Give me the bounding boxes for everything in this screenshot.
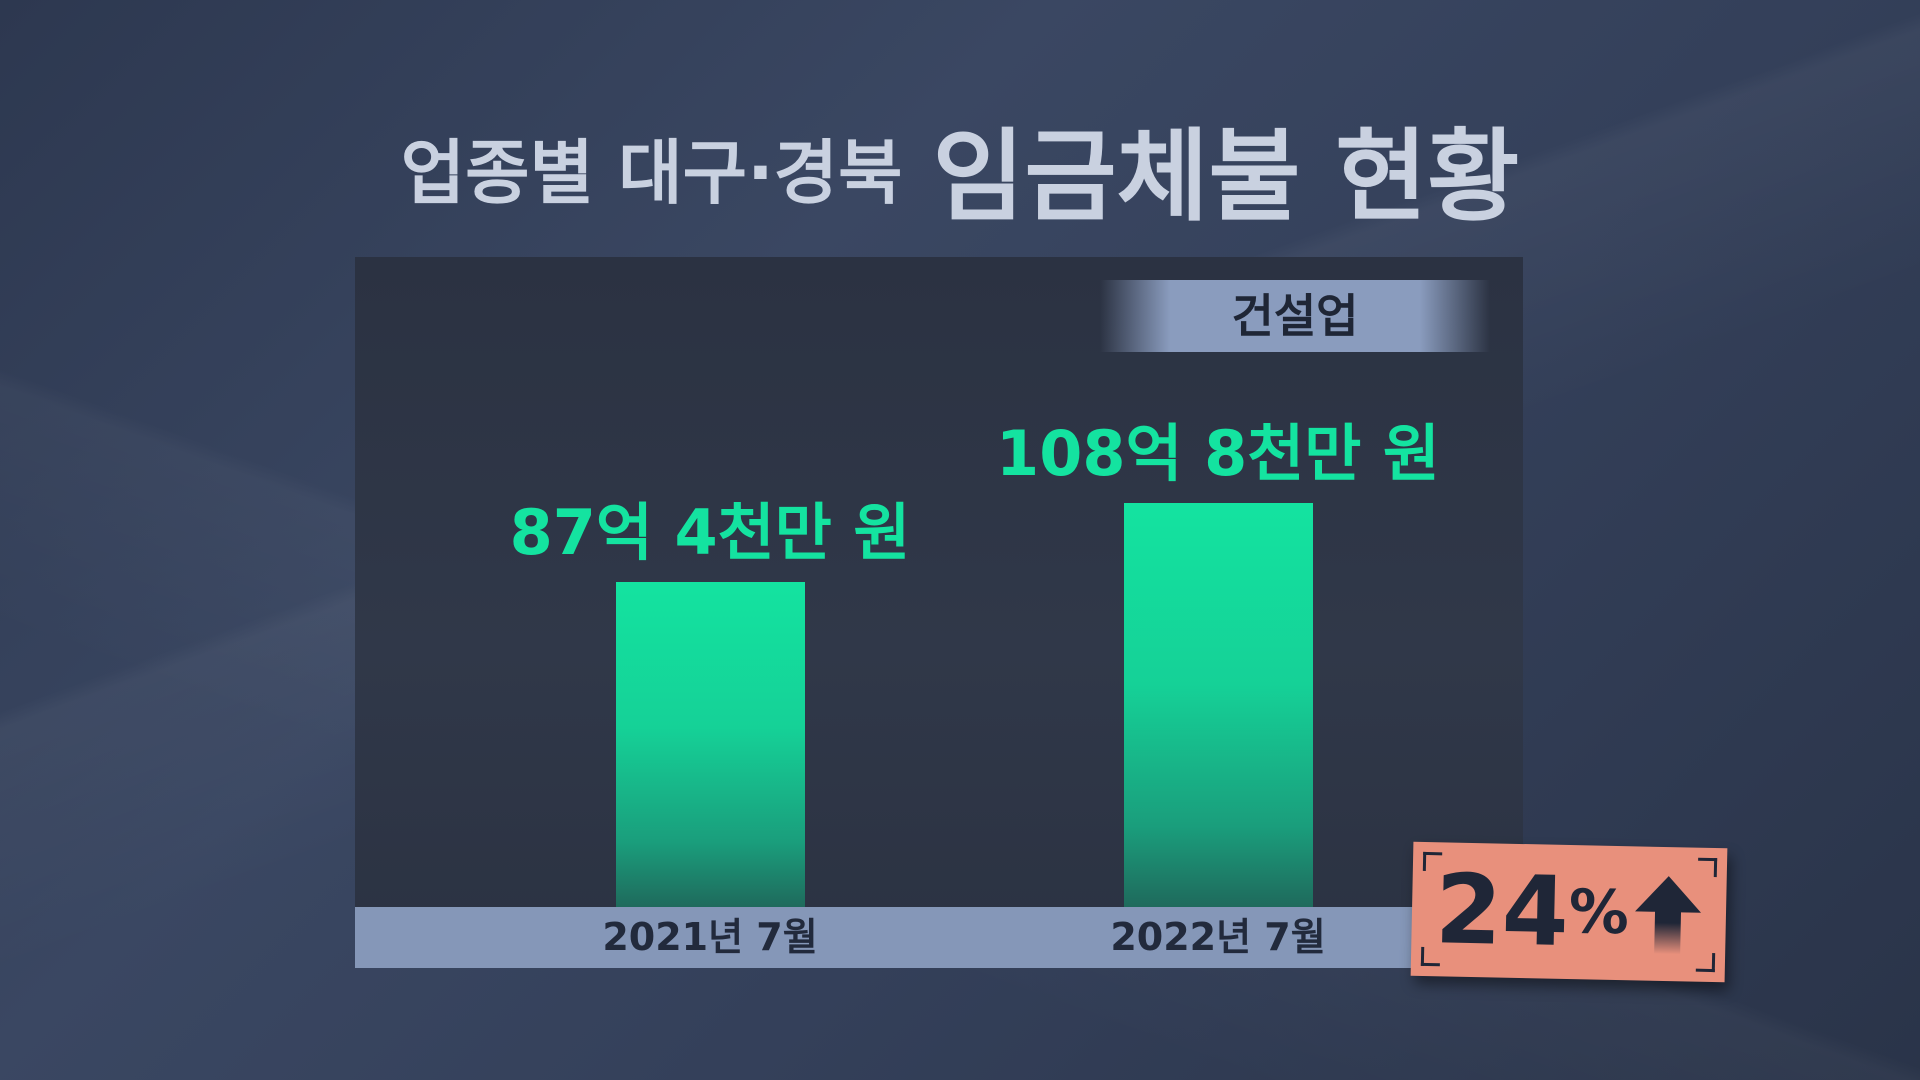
- arrow-up-icon: [1634, 876, 1701, 955]
- category-label: 건설업: [1100, 280, 1490, 352]
- data-label: 108억 8천만 원: [996, 417, 1440, 490]
- corner-mark: [1422, 851, 1443, 872]
- title-main: 임금체불 현황: [932, 118, 1520, 235]
- chart-panel: 건설업 2021년 7월 2022년 7월 87억 4천만 원 108억 8천만…: [355, 257, 1728, 983]
- corner-mark: [1420, 946, 1441, 967]
- title-sub: 업종별 대구·경북: [400, 132, 903, 214]
- increase-badge: 24%: [1410, 841, 1728, 983]
- x-axis-band: 2021년 7월 2022년 7월: [355, 907, 1523, 968]
- x-tick-label: 2021년 7월: [602, 915, 818, 959]
- x-tick-label: 2022년 7월: [1110, 915, 1326, 959]
- data-label: 87억 4천만 원: [509, 496, 911, 570]
- bar: [1123, 503, 1313, 907]
- bar: [615, 582, 805, 907]
- page-title: 업종별 대구·경북 임금체불 현황: [0, 95, 1920, 240]
- corner-mark: [1695, 952, 1716, 973]
- increase-value: 24: [1433, 853, 1570, 968]
- corner-mark: [1697, 857, 1718, 878]
- percent-sign: %: [1568, 877, 1630, 949]
